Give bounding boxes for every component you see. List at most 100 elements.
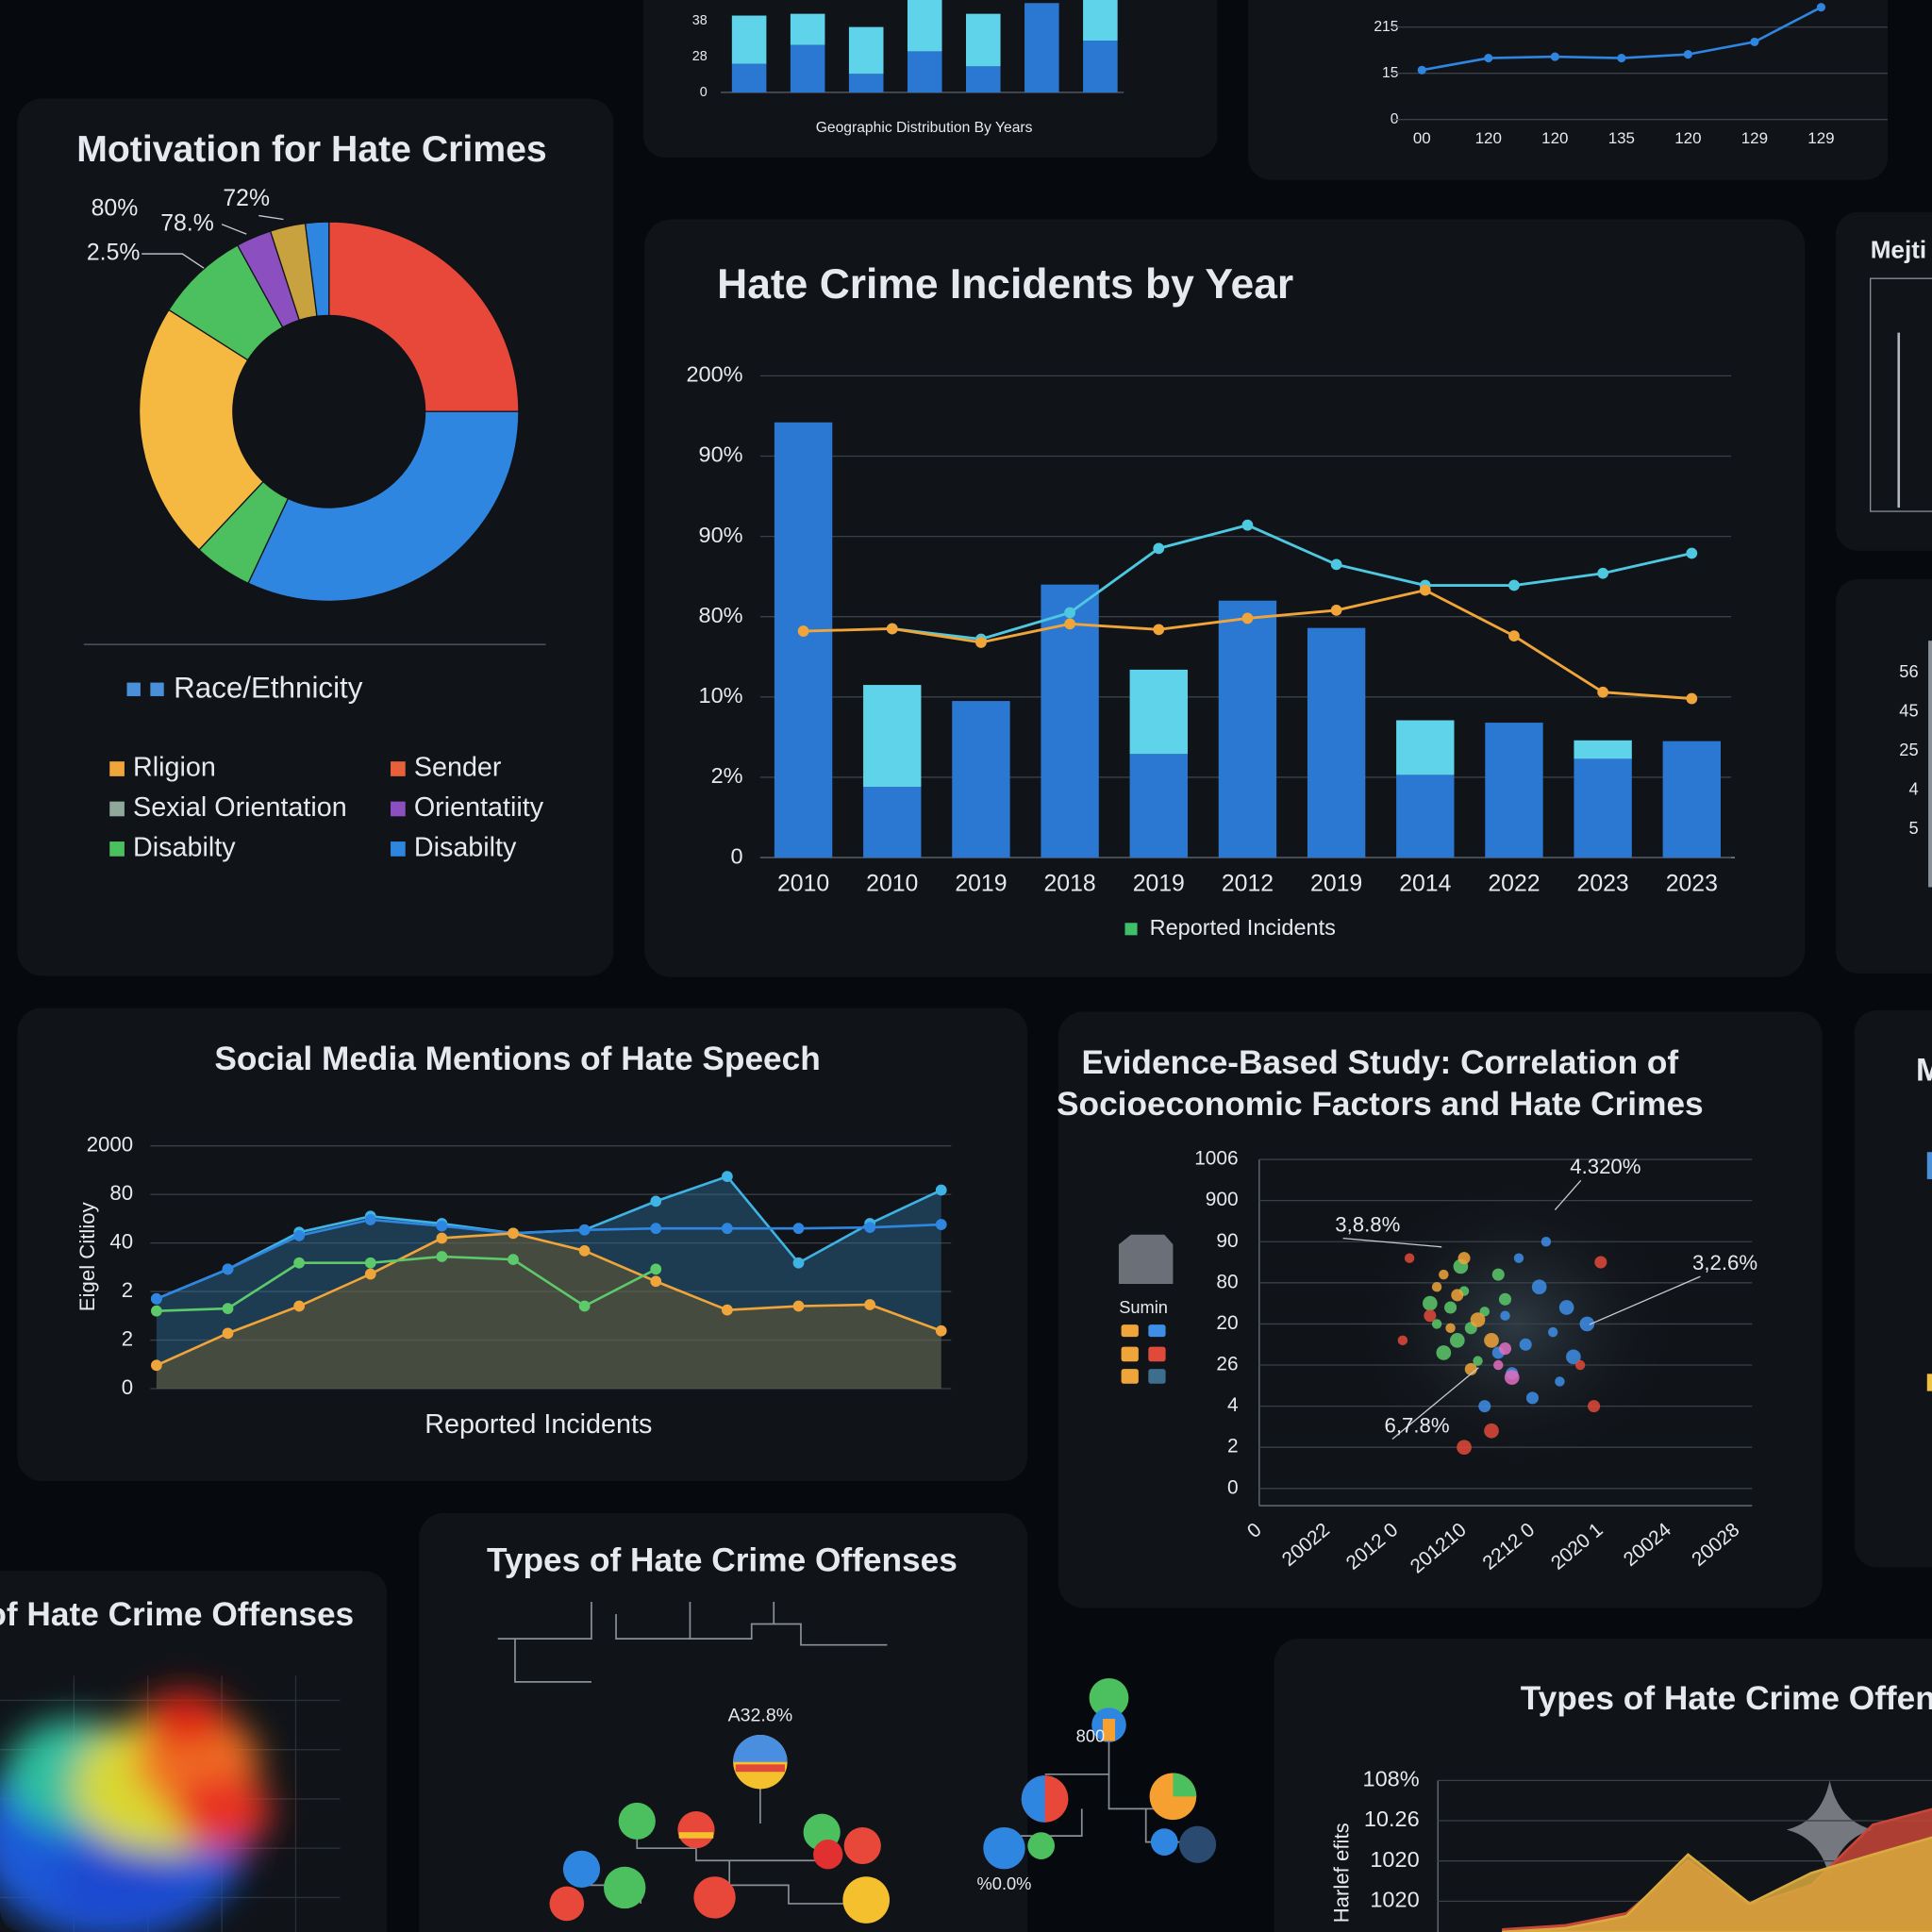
y-tick-label: 80 [109, 1181, 133, 1205]
point [1424, 1309, 1437, 1323]
bar [966, 13, 1001, 67]
point [1457, 1252, 1471, 1265]
point [1525, 1391, 1539, 1405]
panel [17, 1008, 1028, 1481]
y-tick-label: 0 [700, 85, 708, 100]
line [156, 1255, 657, 1312]
point [1498, 1342, 1512, 1356]
point [1478, 1400, 1491, 1413]
bar [1129, 669, 1188, 755]
point [1436, 1345, 1452, 1360]
marker [1064, 607, 1075, 619]
legend-swatch [391, 761, 406, 776]
point [1547, 1326, 1558, 1338]
x-tick-label: 2010 [777, 871, 829, 896]
marker [1686, 692, 1698, 705]
legend-swatch [1148, 1324, 1166, 1338]
marker [364, 1214, 376, 1225]
bar [1574, 740, 1632, 759]
point [1451, 1289, 1464, 1302]
point [1588, 1400, 1601, 1413]
x-tick-label: 2023 [1577, 871, 1629, 896]
marker [1417, 65, 1426, 75]
legend-label: Sender [414, 753, 502, 783]
point [1558, 1300, 1574, 1315]
y-tick-label: 900 [1206, 1189, 1239, 1210]
y-tick-label: 20 [1216, 1312, 1238, 1334]
point [1470, 1312, 1486, 1327]
marker [721, 1304, 733, 1316]
y-tick-label: 2% [711, 763, 743, 788]
marker [935, 1184, 947, 1196]
annotation: %0.0% [977, 1874, 1032, 1893]
line [156, 1218, 941, 1301]
legend-swatch [1121, 1324, 1139, 1338]
marker [650, 1275, 662, 1288]
legend-swatch [109, 841, 125, 857]
leader-lines [142, 214, 284, 275]
y-tick-label: 15 [1382, 65, 1399, 81]
x-tick-label: 2023 [1666, 871, 1718, 896]
bar [731, 63, 767, 92]
leader-line [1342, 1238, 1442, 1248]
marker [797, 625, 809, 637]
bar [952, 701, 1010, 858]
x-tick-label: 2019 [1133, 871, 1185, 896]
marker [650, 1263, 662, 1275]
marker [364, 1268, 376, 1280]
y-tick-label: 80% [699, 603, 743, 627]
chart-title: Types of Hate Crime Offenses [487, 1541, 958, 1578]
bar [863, 685, 922, 788]
y-tick-label: 4 [1908, 778, 1918, 798]
point [1541, 1237, 1552, 1247]
annotation: 3,8.8% [1335, 1212, 1400, 1236]
point [1555, 1376, 1565, 1387]
y-axis-label: Eigel Citlioy [75, 1201, 99, 1311]
chart-title: Social Media Mentions of Hate Speech [214, 1041, 820, 1077]
x-tick-label: 120 [1475, 129, 1502, 147]
marker [1153, 542, 1165, 555]
marker [1816, 3, 1826, 12]
marker [1617, 53, 1626, 63]
marker [650, 1223, 662, 1235]
marker [222, 1303, 234, 1314]
marker [1484, 53, 1493, 63]
marker [935, 1219, 947, 1230]
chart-title: Evidence-Based Study: Correlation of [1082, 1044, 1679, 1081]
marker [1683, 50, 1692, 59]
y-tick-label: 1020 [1370, 1847, 1419, 1872]
legend-swatch [1148, 1369, 1166, 1384]
x-tick-label: 135 [1608, 129, 1635, 147]
marker [508, 1254, 519, 1265]
x-tick-label: 2010 [866, 871, 918, 896]
marker [792, 1300, 805, 1312]
marker [364, 1257, 376, 1269]
marker [975, 637, 987, 648]
y-tick-label: 90% [699, 523, 743, 547]
annotation: 800 [1076, 1725, 1105, 1745]
marker [1330, 558, 1342, 571]
x-tick-label: 2018 [1044, 871, 1096, 896]
bar [966, 66, 1001, 92]
annotation: 3,2.6% [1692, 1251, 1757, 1274]
legend-swatch [1121, 1346, 1139, 1362]
legend-swatch [1926, 1152, 1932, 1179]
legend-label: Sexial Orientation [133, 792, 347, 823]
bar [1024, 3, 1059, 92]
heatmap [0, 1675, 341, 1932]
point [1519, 1338, 1532, 1351]
bar [848, 74, 884, 92]
bar [1041, 584, 1099, 858]
point [1574, 1359, 1586, 1371]
legend-label: Disabilty [133, 833, 236, 863]
y-tick-label: 40 [109, 1229, 133, 1253]
y-tick-label: 2 [122, 1278, 133, 1302]
marker [222, 1327, 234, 1340]
line [156, 1232, 942, 1367]
legend-swatch [1148, 1346, 1166, 1362]
point [1531, 1279, 1547, 1295]
marker [721, 1171, 733, 1182]
y-tick-label: 5 [1908, 818, 1918, 838]
bar [1574, 758, 1632, 858]
